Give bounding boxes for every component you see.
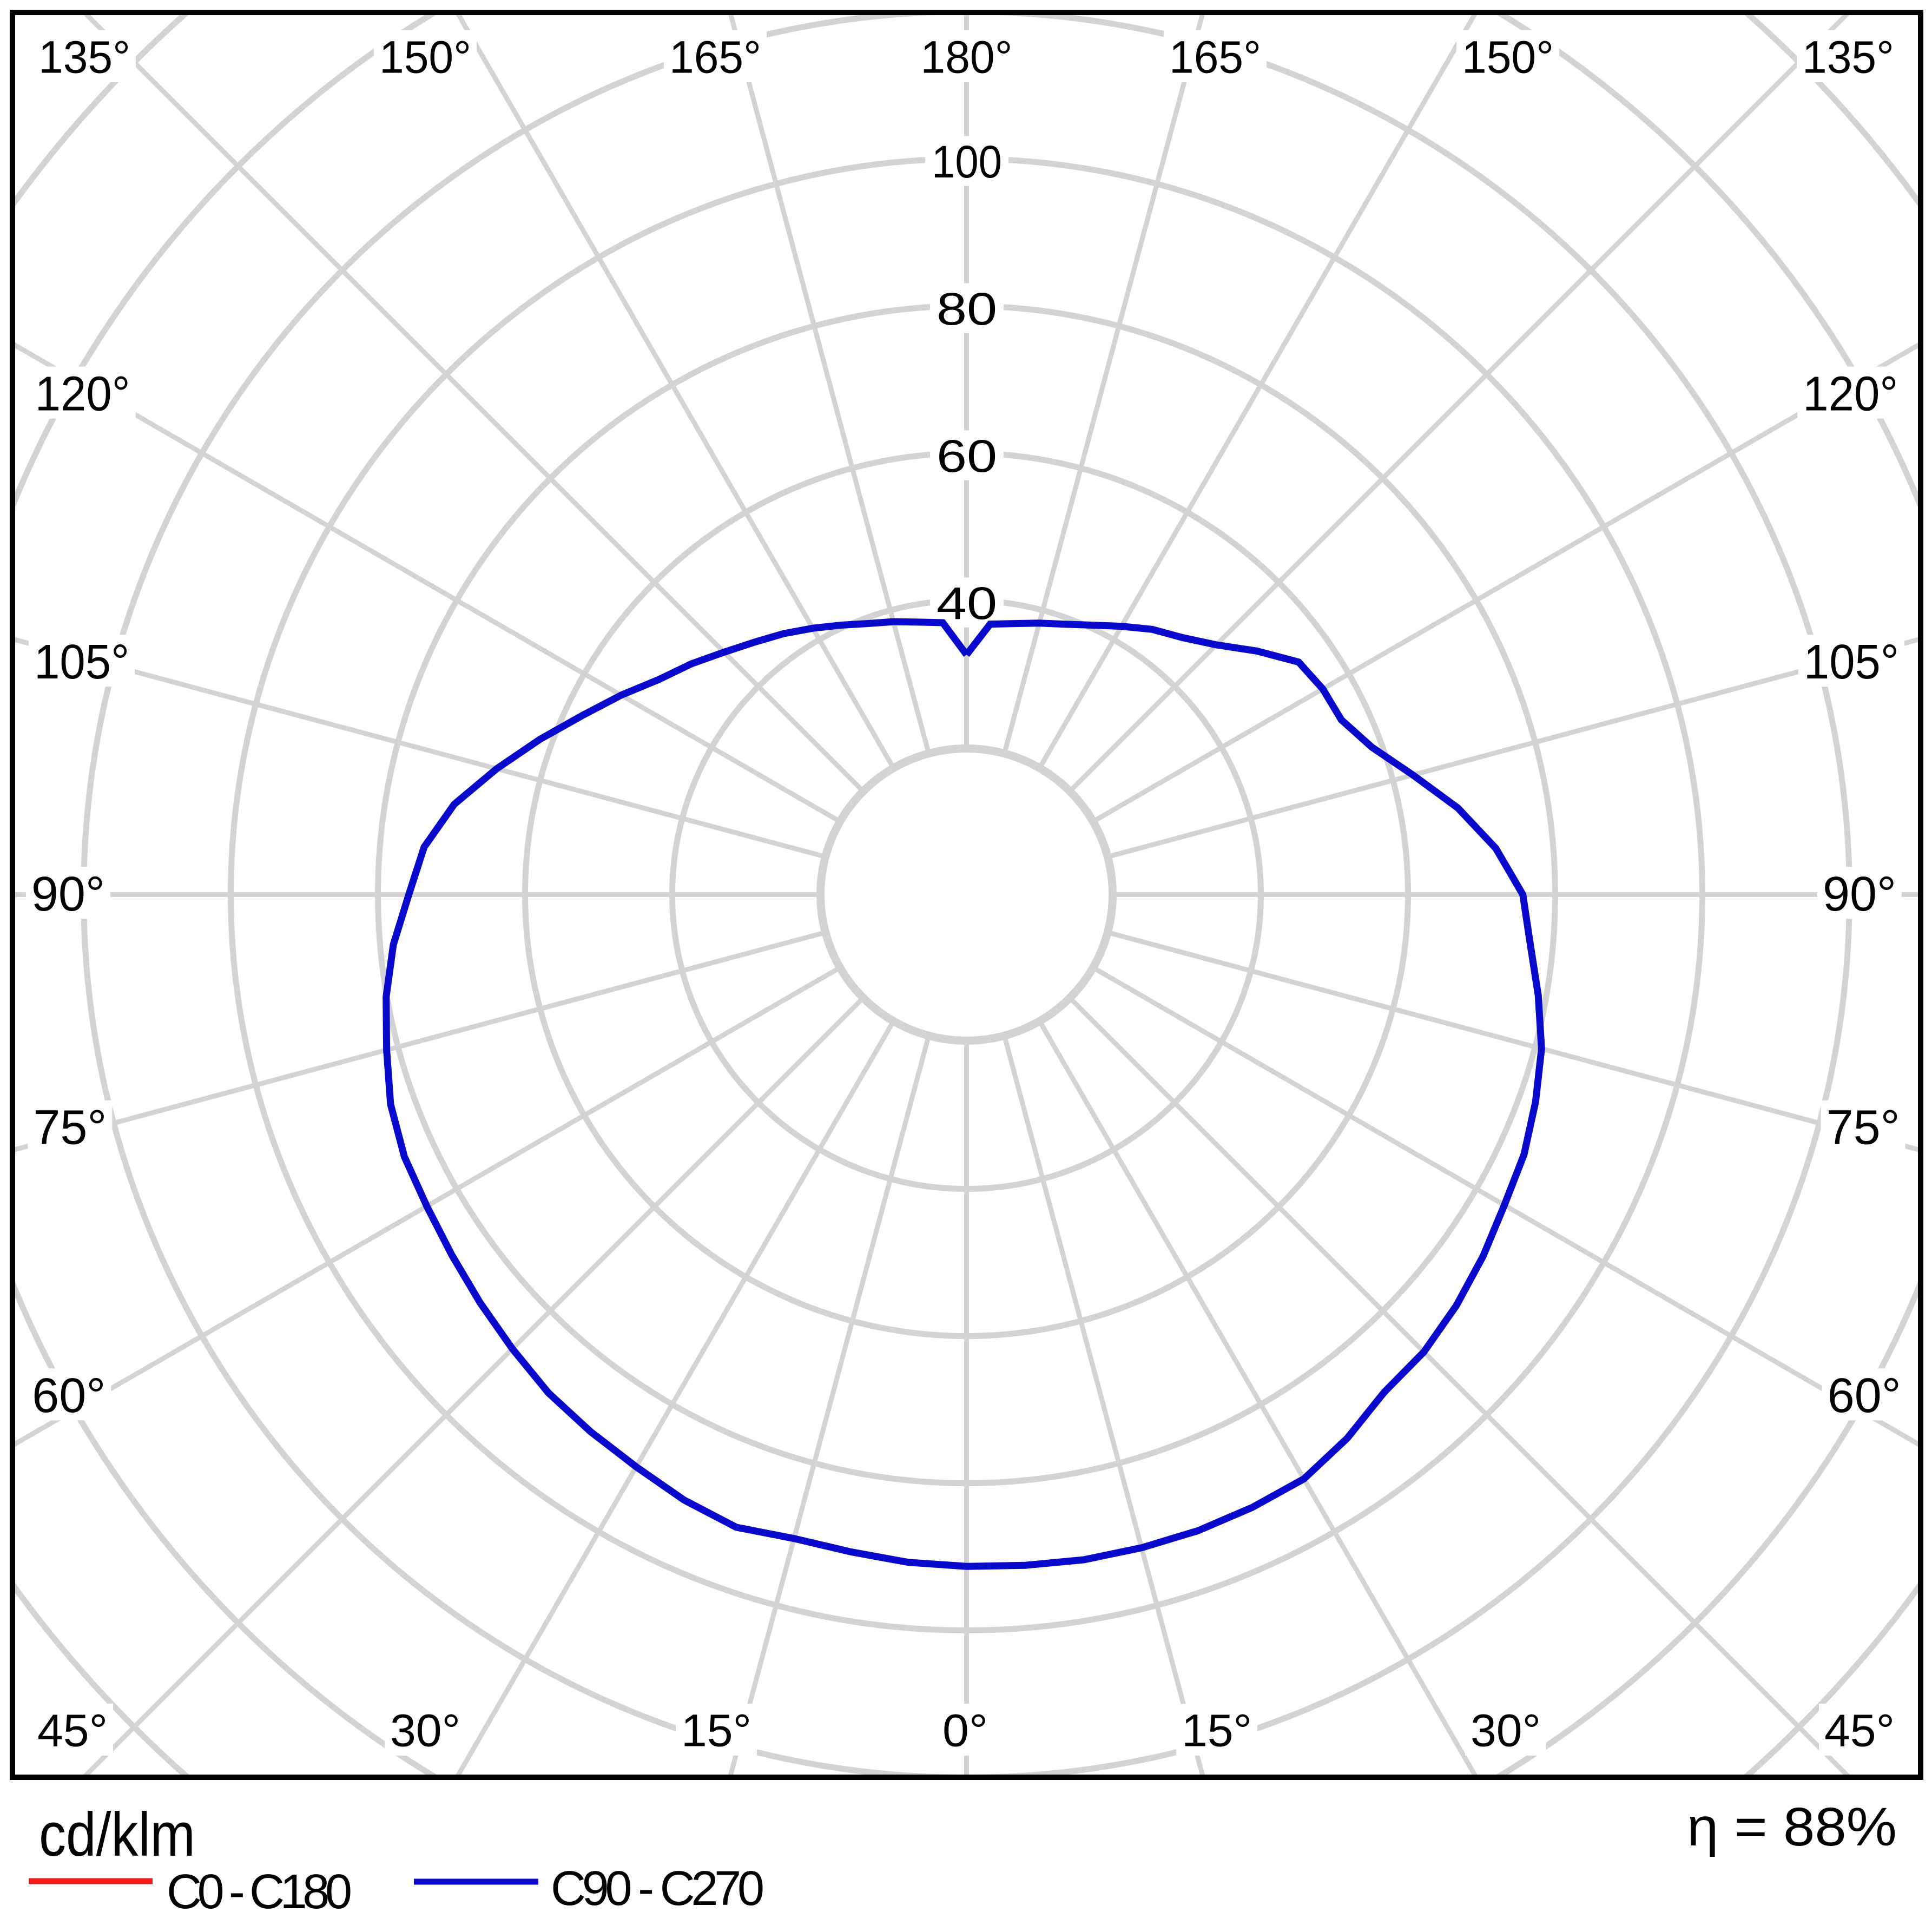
svg-text:cd/klm: cd/klm (39, 1801, 195, 1869)
svg-text:150°: 150° (1462, 32, 1554, 83)
svg-text:30°: 30° (1471, 1705, 1541, 1756)
svg-text:90°: 90° (1823, 867, 1896, 921)
svg-text:75°: 75° (33, 1101, 107, 1155)
svg-text:60: 60 (937, 431, 997, 482)
svg-text:105°: 105° (34, 635, 129, 689)
svg-text:15°: 15° (681, 1705, 751, 1756)
svg-text:40: 40 (937, 578, 997, 629)
svg-text:80: 80 (937, 283, 997, 334)
svg-text:C90 - C270: C90 - C270 (551, 1862, 764, 1916)
svg-text:135°: 135° (1802, 32, 1894, 83)
svg-text:60°: 60° (1828, 1369, 1901, 1423)
svg-text:C0 - C180: C0 - C180 (167, 1865, 352, 1919)
svg-text:135°: 135° (38, 32, 130, 83)
svg-text:165°: 165° (1169, 32, 1261, 83)
svg-text:45°: 45° (37, 1705, 108, 1756)
svg-text:105°: 105° (1804, 635, 1899, 689)
svg-text:η = 88%: η = 88% (1687, 1797, 1897, 1857)
svg-text:165°: 165° (669, 32, 761, 83)
svg-text:100: 100 (932, 136, 1002, 187)
svg-text:120°: 120° (1803, 367, 1898, 421)
svg-text:0°: 0° (942, 1705, 988, 1756)
svg-text:90°: 90° (31, 867, 105, 921)
svg-text:75°: 75° (1827, 1101, 1900, 1155)
svg-text:120°: 120° (35, 367, 130, 421)
svg-text:45°: 45° (1824, 1705, 1895, 1756)
svg-text:60°: 60° (32, 1369, 105, 1423)
svg-text:150°: 150° (379, 32, 471, 83)
svg-text:180°: 180° (921, 32, 1013, 83)
svg-text:15°: 15° (1182, 1705, 1252, 1756)
svg-text:30°: 30° (390, 1705, 460, 1756)
